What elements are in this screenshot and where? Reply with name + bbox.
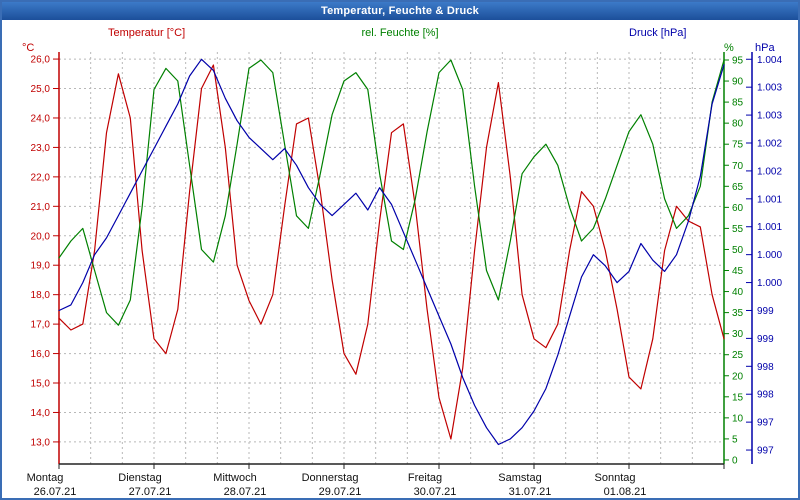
day-date-label: 01.08.21 [604,486,647,498]
pressure-axis-ticks-label: 1.000 [757,278,782,289]
day-name-label: Donnerstag [302,472,359,484]
humidity-axis-ticks-label: 75 [732,140,744,151]
humidity-series-line [58,59,725,326]
unit-celsius: °C [22,42,35,54]
temperature-axis-ticks-label: 20,0 [31,231,51,242]
pressure-axis-ticks-label: 1.001 [757,194,782,205]
humidity-axis-ticks-label: 40 [732,287,744,298]
day-name-label: Sonntag [595,472,636,484]
temperature-axis-ticks-label: 15,0 [31,379,51,390]
temperature-axis-ticks-label: 13,0 [31,437,51,448]
day-name-label: Mittwoch [213,472,256,484]
humidity-axis-ticks-label: 55 [732,224,744,235]
pressure-series-line [58,58,725,446]
legend-pressure: Druck [hPa] [629,27,687,39]
legend-temperature: Temperatur [°C] [108,27,186,39]
humidity-axis-ticks-label: 65 [732,182,744,193]
humidity-axis-ticks-label: 95 [732,55,744,66]
day-date-label: 29.07.21 [319,486,362,498]
humidity-axis-ticks-label: 20 [732,371,744,382]
temperature-axis-ticks-label: 14,0 [31,408,51,419]
pressure-axis-ticks-label: 998 [757,390,774,401]
temperature-axis-ticks-label: 22,0 [31,172,51,183]
humidity-axis-ticks-label: 10 [732,413,744,424]
temperature-axis-ticks-label: 23,0 [31,143,51,154]
grid [59,52,724,464]
temperature-axis-ticks-label: 21,0 [31,202,51,213]
humidity-axis-ticks-label: 0 [732,455,738,466]
pressure-axis-ticks-label: 1.003 [757,83,782,94]
temperature-axis-ticks-label: 18,0 [31,290,51,301]
humidity-axis-ticks-label: 60 [732,203,744,214]
pressure-axis-ticks-label: 1.004 [757,55,782,66]
temperature-axis-ticks-label: 17,0 [31,320,51,331]
humidity-axis-ticks-label: 90 [732,77,744,88]
day-name-label: Freitag [408,472,442,484]
pressure-axis-ticks-label: 999 [757,334,774,345]
humidity-axis-ticks-label: 35 [732,308,744,319]
pressure-axis-ticks: 1.004 1.003 1.003 1.002 1.002 1.001 1.001 1.000… [746,55,782,457]
day-date-label: 30.07.21 [414,486,457,498]
temperature-axis-ticks-label: 19,0 [31,261,51,272]
humidity-axis-ticks-label: 15 [732,392,744,403]
day-name-label: Montag [27,472,64,484]
temperature-series-line [58,64,725,440]
temperature-axis-ticks-label: 26,0 [31,55,51,66]
temperature-axis-ticks-label: 25,0 [31,84,51,95]
unit-hpa: hPa [755,42,775,54]
pressure-axis-ticks-label: 998 [757,362,774,373]
day-name-label: Dienstag [118,472,161,484]
humidity-axis-ticks-label: 25 [732,350,744,361]
day-name-label: Samstag [498,472,541,484]
pressure-axis-ticks-label: 1.001 [757,222,782,233]
pressure-axis-ticks-label: 997 [757,446,774,457]
window-title: Temperatur, Feuchte & Druck [320,5,479,17]
day-date-label: 28.07.21 [224,486,267,498]
window-titlebar: Temperatur, Feuchte & Druck [2,2,798,20]
temperature-axis-ticks-label: 16,0 [31,349,51,360]
day-date-label: 26.07.21 [34,486,77,498]
humidity-axis-ticks-label: 45 [732,266,744,277]
day-date-label: 31.07.21 [509,486,552,498]
pressure-axis-ticks-label: 997 [757,418,774,429]
humidity-axis-ticks-label: 70 [732,161,744,172]
x-axis-labels: Montag 26.07.21 Dienstag 27.07.21 Mittwoch 28… [27,464,725,498]
unit-percent: % [724,42,734,54]
humidity-axis-ticks-label: 50 [732,245,744,256]
day-date-label: 27.07.21 [129,486,172,498]
temperature-axis-ticks: 26,0 25,0 24,0 23,0 22,0 21,0 20,0 19,0 18,0 17,0… [31,55,59,448]
humidity-axis-ticks-label: 80 [732,119,744,130]
humidity-axis-ticks-label: 5 [732,434,738,445]
humidity-axis-ticks-label: 85 [732,98,744,109]
pressure-axis-ticks-label: 999 [757,306,774,317]
humidity-axis-ticks-label: 30 [732,329,744,340]
temperature-axis-ticks-label: 24,0 [31,113,51,124]
legend-humidity: rel. Feuchte [%] [361,27,439,39]
pressure-axis-ticks-label: 1.002 [757,138,782,149]
pressure-axis-ticks-label: 1.003 [757,111,782,122]
pressure-axis-ticks-label: 1.002 [757,166,782,177]
pressure-axis-ticks-label: 1.000 [757,250,782,261]
